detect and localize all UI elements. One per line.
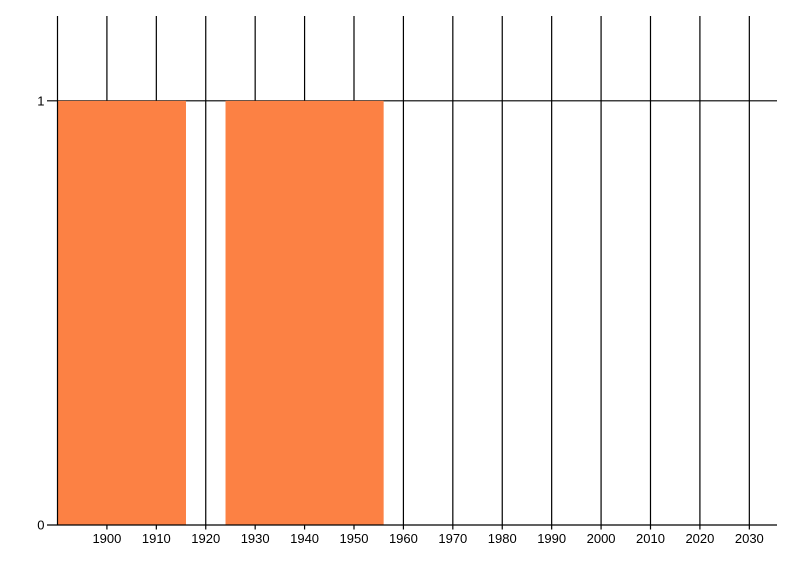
x-tick-label: 1900 bbox=[92, 531, 121, 546]
x-tick-label: 1970 bbox=[438, 531, 467, 546]
y-tick-label: 1 bbox=[37, 93, 44, 108]
x-tick-label: 2030 bbox=[735, 531, 764, 546]
x-tick-label: 1950 bbox=[340, 531, 369, 546]
x-tick-label: 1980 bbox=[488, 531, 517, 546]
x-tick-label: 2000 bbox=[587, 531, 616, 546]
x-tick-label: 1920 bbox=[191, 531, 220, 546]
x-tick-label: 1940 bbox=[290, 531, 319, 546]
x-tick-label: 1960 bbox=[389, 531, 418, 546]
timeline-bar bbox=[225, 100, 384, 525]
x-tick-label: 2010 bbox=[636, 531, 665, 546]
x-tick-label: 1990 bbox=[537, 531, 566, 546]
x-tick-label: 1910 bbox=[142, 531, 171, 546]
x-tick-label: 1930 bbox=[241, 531, 270, 546]
x-tick-label: 2020 bbox=[685, 531, 714, 546]
timeline-bar bbox=[57, 100, 186, 525]
y-tick-label: 0 bbox=[37, 518, 44, 533]
